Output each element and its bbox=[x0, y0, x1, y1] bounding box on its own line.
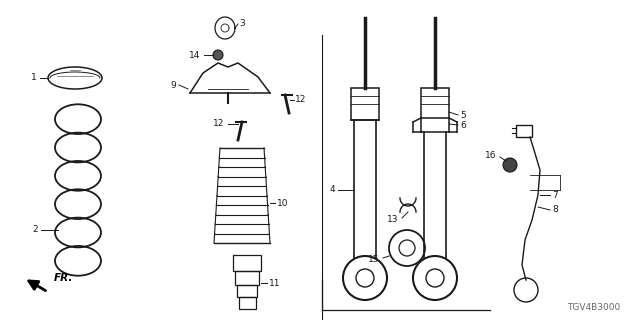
Text: 8: 8 bbox=[552, 205, 557, 214]
Circle shape bbox=[503, 158, 517, 172]
Text: 5: 5 bbox=[460, 110, 466, 119]
Text: 10: 10 bbox=[277, 198, 289, 207]
Text: 11: 11 bbox=[269, 278, 280, 287]
Text: 9: 9 bbox=[170, 81, 176, 90]
Bar bbox=[516, 125, 532, 137]
Bar bbox=[239, 297, 256, 309]
Text: FR.: FR. bbox=[54, 273, 74, 283]
Text: 6: 6 bbox=[460, 121, 466, 130]
Text: 12: 12 bbox=[295, 95, 307, 105]
Text: 16: 16 bbox=[484, 150, 496, 159]
Bar bbox=[233, 255, 261, 271]
Text: 3: 3 bbox=[239, 20, 244, 28]
Text: 4: 4 bbox=[330, 186, 335, 195]
Circle shape bbox=[213, 50, 223, 60]
Text: 7: 7 bbox=[552, 190, 557, 199]
Text: 1: 1 bbox=[31, 74, 37, 83]
Text: TGV4B3000: TGV4B3000 bbox=[567, 303, 620, 312]
Text: 13: 13 bbox=[387, 215, 398, 225]
Text: 2: 2 bbox=[33, 226, 38, 235]
Bar bbox=[237, 285, 257, 297]
Text: 15: 15 bbox=[367, 255, 379, 265]
Bar bbox=[235, 271, 259, 285]
Bar bbox=[421, 88, 449, 118]
Text: 14: 14 bbox=[189, 51, 200, 60]
Text: 12: 12 bbox=[212, 119, 224, 129]
Bar bbox=[351, 88, 379, 120]
